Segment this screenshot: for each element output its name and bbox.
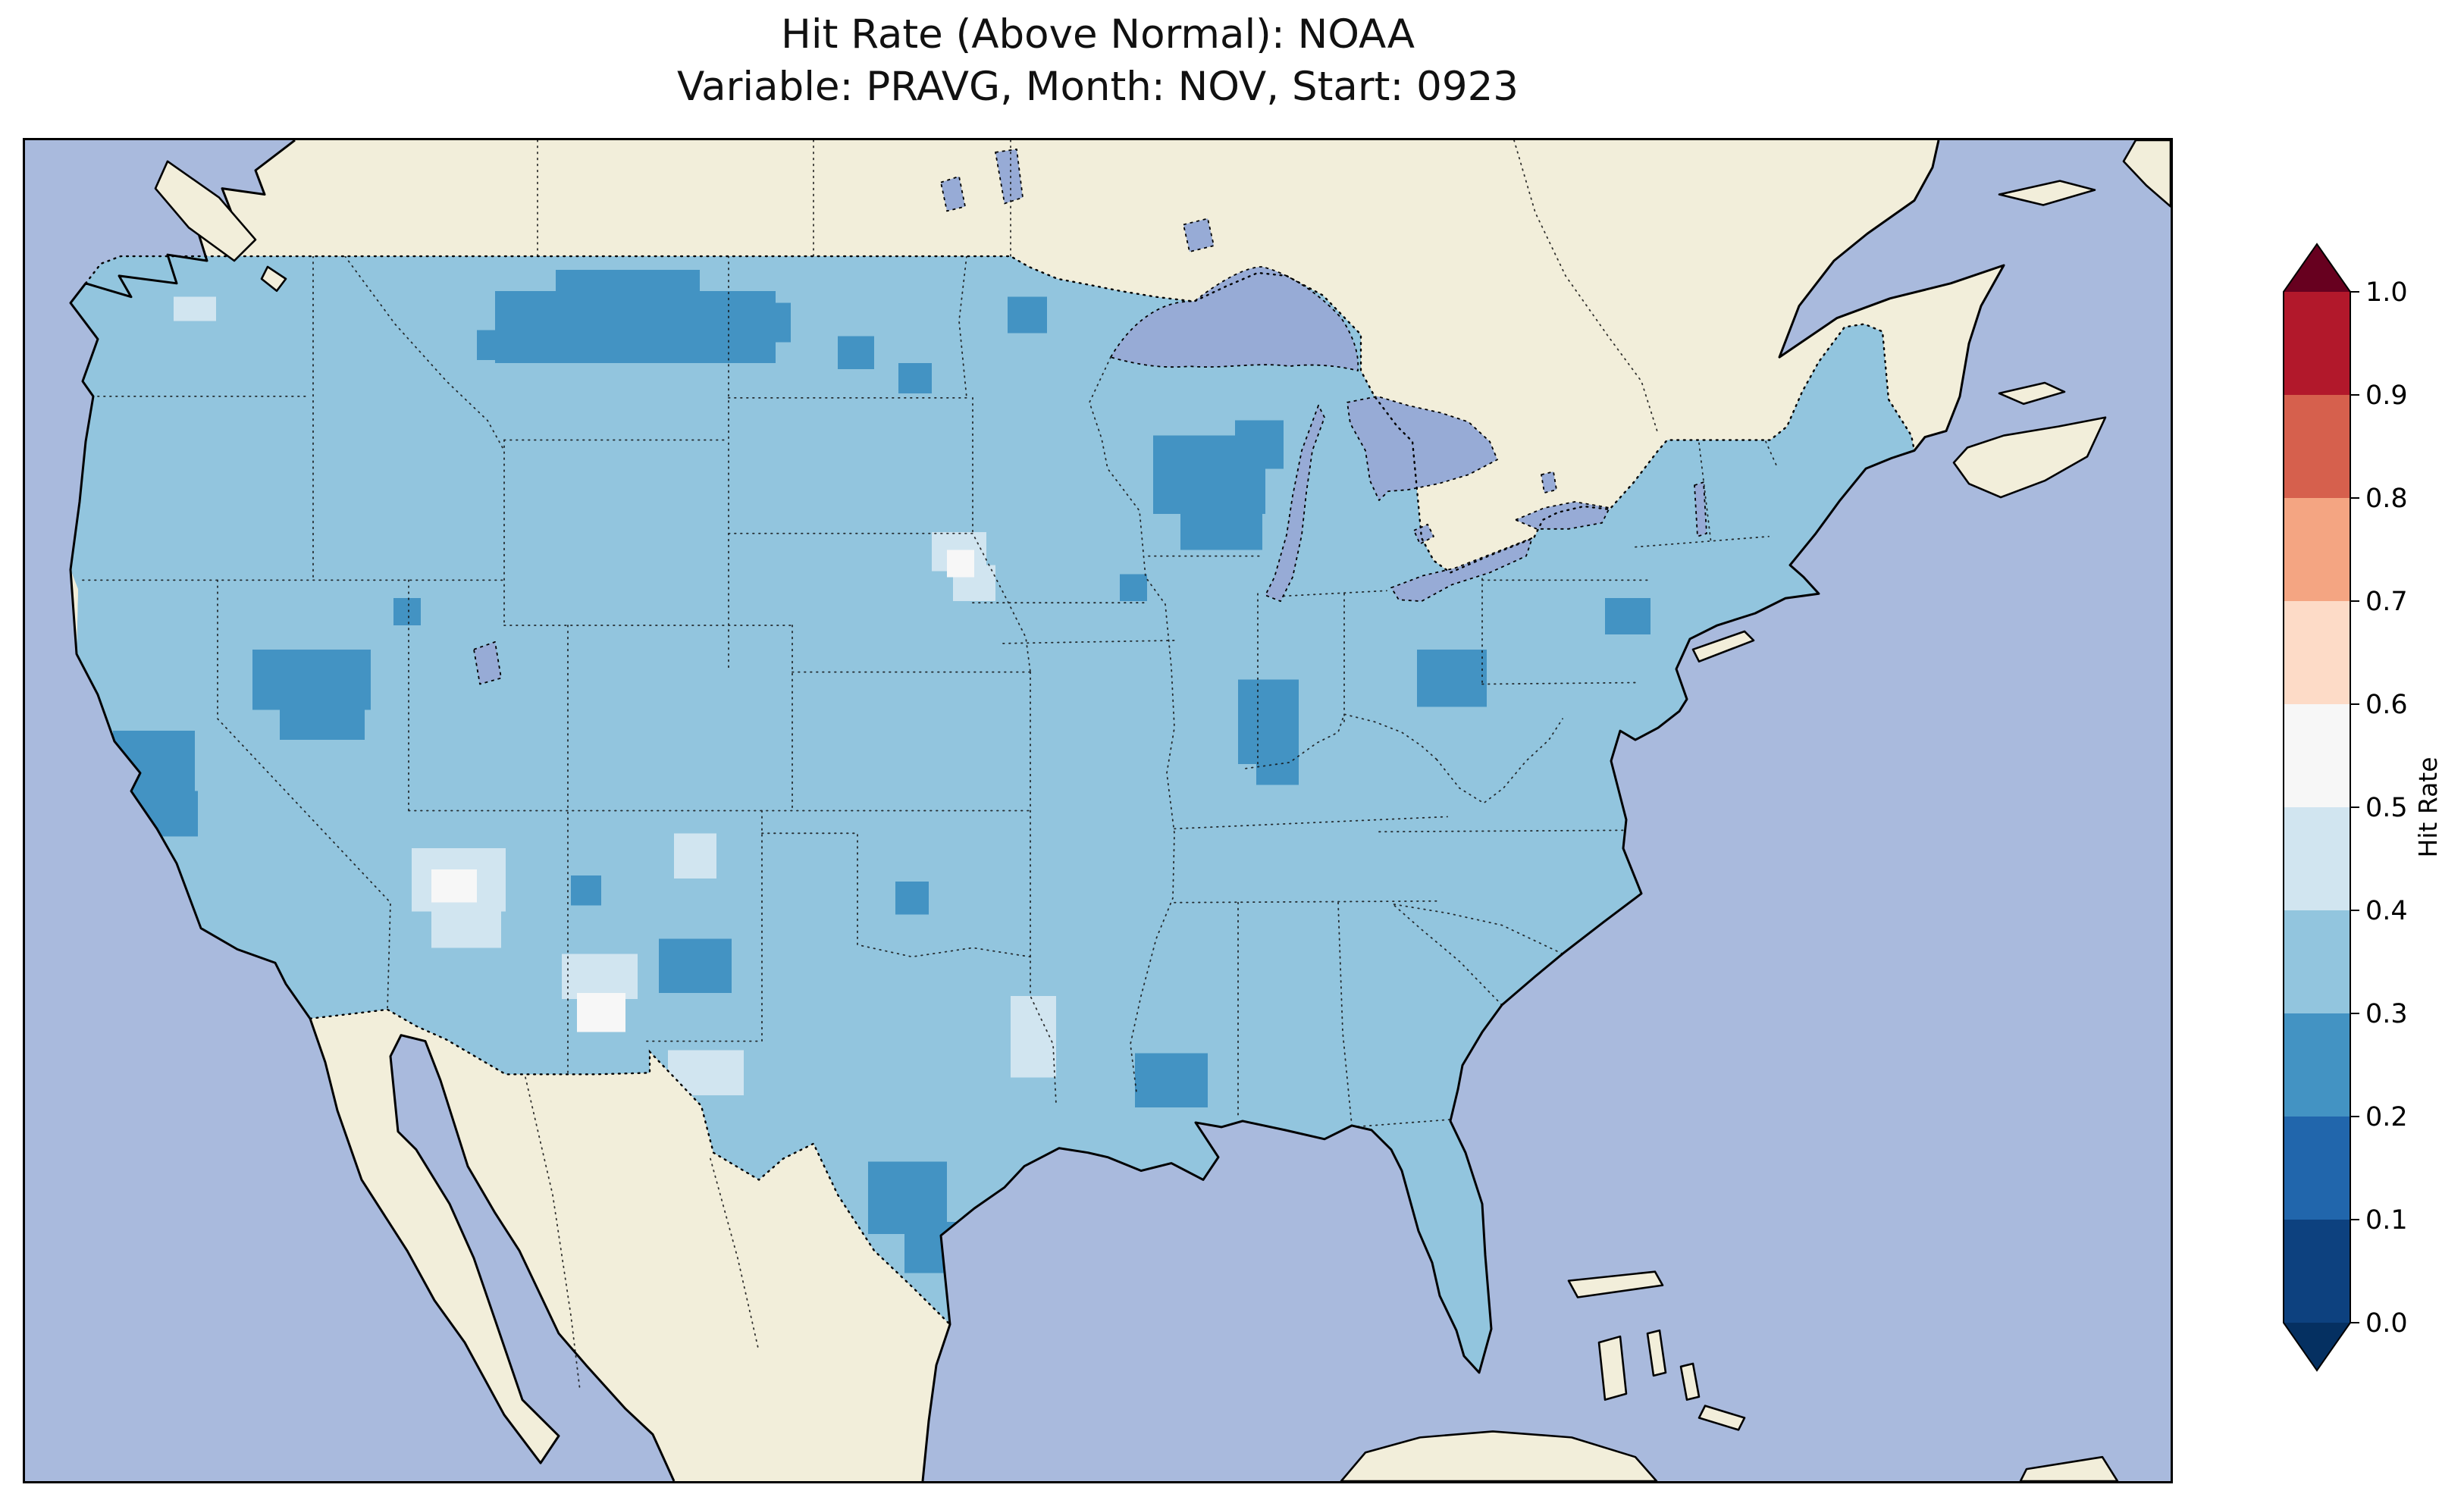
long-island (1691, 630, 1755, 663)
colorbar-tick-label: 0.1 (2365, 1205, 2408, 1236)
hit-rate-patch-indiana-kentucky (1238, 679, 1299, 764)
prince-edward-island (1998, 381, 2066, 406)
anticosti-island (1998, 180, 2096, 206)
hit-rate-patch-central-texas-light (1011, 995, 1056, 1078)
province-borders (525, 140, 1659, 1392)
colorbar-tick-label: 0.3 (2365, 999, 2408, 1029)
colorbar-segment (2284, 498, 2350, 601)
lake-champlain (1694, 481, 1707, 537)
map-axes (23, 138, 2173, 1483)
colorbar-under-arrow (2284, 1323, 2350, 1370)
state-borders (82, 256, 1779, 1128)
colorbar-segment (2284, 1117, 2350, 1220)
hit-rate-patch-ohio (1417, 649, 1487, 707)
colorbar-tick-label: 0.6 (2365, 690, 2408, 720)
hit-rate-patch-arizona-white (431, 869, 477, 903)
lake-ontario (1515, 501, 1610, 530)
coastline (69, 140, 2005, 1481)
colorbar-tick-label: 1.0 (2365, 277, 2408, 308)
colorbar-segment (2284, 395, 2350, 498)
hit-rate-patch-washington-light (174, 296, 216, 321)
lake-huron (1346, 396, 1498, 501)
hit-rate-patch-new-mexico (659, 938, 732, 994)
hit-rate-base (71, 256, 1914, 1373)
lake-winnipeg (995, 149, 1024, 205)
colorbar-tick-label: 0.8 (2365, 484, 2408, 514)
andros-island (1597, 1335, 1628, 1401)
hit-rate-patch-nebraska-white (947, 550, 974, 578)
hit-rate-patch-pennsylvania (1605, 598, 1651, 634)
hit-rate-patch-wisconsin-michigan (1235, 420, 1284, 469)
colorbar-segments (2284, 292, 2350, 1323)
colorbar-tick-label: 0.7 (2365, 587, 2408, 617)
hit-rate-patch-montana (556, 269, 700, 303)
grand-bahama (1567, 1270, 1664, 1298)
great-lakes (473, 149, 1707, 685)
islands (154, 140, 2171, 1481)
colorbar-tick-label: 0.5 (2365, 793, 2408, 823)
exuma-cays (1679, 1362, 1701, 1401)
hit-rate-patch-new-mexico-light (562, 954, 638, 999)
hit-rate-patch-new-mexico-white (577, 993, 625, 1032)
hit-rate-field (71, 256, 1914, 1373)
hit-rate-patch-montana (730, 302, 791, 343)
colorbar-segment (2284, 1220, 2350, 1323)
hit-rate-patch-colorado-kansas-light (674, 833, 716, 879)
lake-michigan (1265, 404, 1325, 603)
colorbar-over-arrow (2284, 244, 2350, 292)
hit-rate-patch-kansas-oklahoma-small (895, 881, 929, 915)
colorbar-segment (2284, 704, 2350, 807)
cuba (1340, 1430, 1658, 1481)
hit-rate-patch-montana (477, 330, 574, 361)
hit-rate-patch-wisconsin-michigan (1180, 507, 1262, 550)
hit-rate-patch-arizona-light (431, 902, 501, 948)
lake-st-clair (1413, 523, 1434, 545)
colorbar-ticks: 1.0 0.9 0.8 0.7 0.6 0.5 0.4 0.3 0.2 0.1 0.0 (2350, 277, 2408, 1339)
colorbar-tick-label: 0.9 (2365, 381, 2408, 411)
colorbar-segment (2284, 1013, 2350, 1117)
hit-rate-patch-nevada-utah (280, 700, 365, 741)
newfoundland-corner (2122, 140, 2171, 208)
colorbar: 1.0 0.9 0.8 0.7 0.6 0.5 0.4 0.3 0.2 0.1 0.0 Hit Ra… (2283, 243, 2443, 1372)
national-borders (84, 255, 1916, 1326)
colorbar-segment (2284, 292, 2350, 395)
title-line-1: Hit Rate (Above Normal): NOAA (781, 11, 1415, 58)
hit-rate-patch-south-dakota (898, 363, 932, 393)
hispaniola-sliver (2019, 1455, 2119, 1481)
eleuthera-island (1646, 1329, 1667, 1377)
colorbar-tick-label: 0.4 (2365, 896, 2408, 926)
hit-rate-patch-indiana-kentucky (1256, 751, 1299, 785)
colorbar-segment (2284, 807, 2350, 910)
nova-scotia (1952, 416, 2107, 499)
hit-rate-patch-idaho-nevada-small (393, 598, 421, 626)
hit-rate-patch-nd-mn-border (1008, 296, 1047, 334)
us-hit-rate-map (25, 140, 2171, 1481)
bahama-cays (1698, 1405, 1746, 1431)
us-mexico-border (309, 1008, 951, 1326)
title-line-2: Variable: PRAVG, Month: NOV, Start: 0923 (676, 63, 1519, 110)
colorbar-segment (2284, 601, 2350, 704)
lake-erie (1390, 537, 1533, 603)
lake-simcoe (1541, 471, 1557, 494)
lake-superior (1110, 266, 1359, 372)
vancouver-island (154, 160, 257, 262)
hit-rate-patch-southern-utah-small (571, 875, 601, 906)
hit-rate-patch-nevada-utah (252, 649, 371, 710)
us-canada-border (84, 255, 1916, 574)
hit-rate-patch-louisiana (1135, 1053, 1208, 1108)
colorbar-axis-label: Hit Rate (2413, 756, 2443, 857)
lake-nipigon (1183, 218, 1215, 252)
great-salt-lake (473, 641, 502, 685)
gulf-island-small (260, 265, 287, 293)
lake-manitoba (940, 175, 966, 212)
colorbar-tick-label: 0.2 (2365, 1102, 2408, 1132)
figure-title: Hit Rate (Above Normal): NOAA Variable: … (23, 9, 2173, 114)
colorbar-tick-label: 0.0 (2365, 1308, 2408, 1339)
colorbar-segment (2284, 910, 2350, 1013)
hit-rate-patch-illinois-small (1120, 574, 1147, 602)
hit-rate-patch-north-dakota (838, 336, 874, 370)
